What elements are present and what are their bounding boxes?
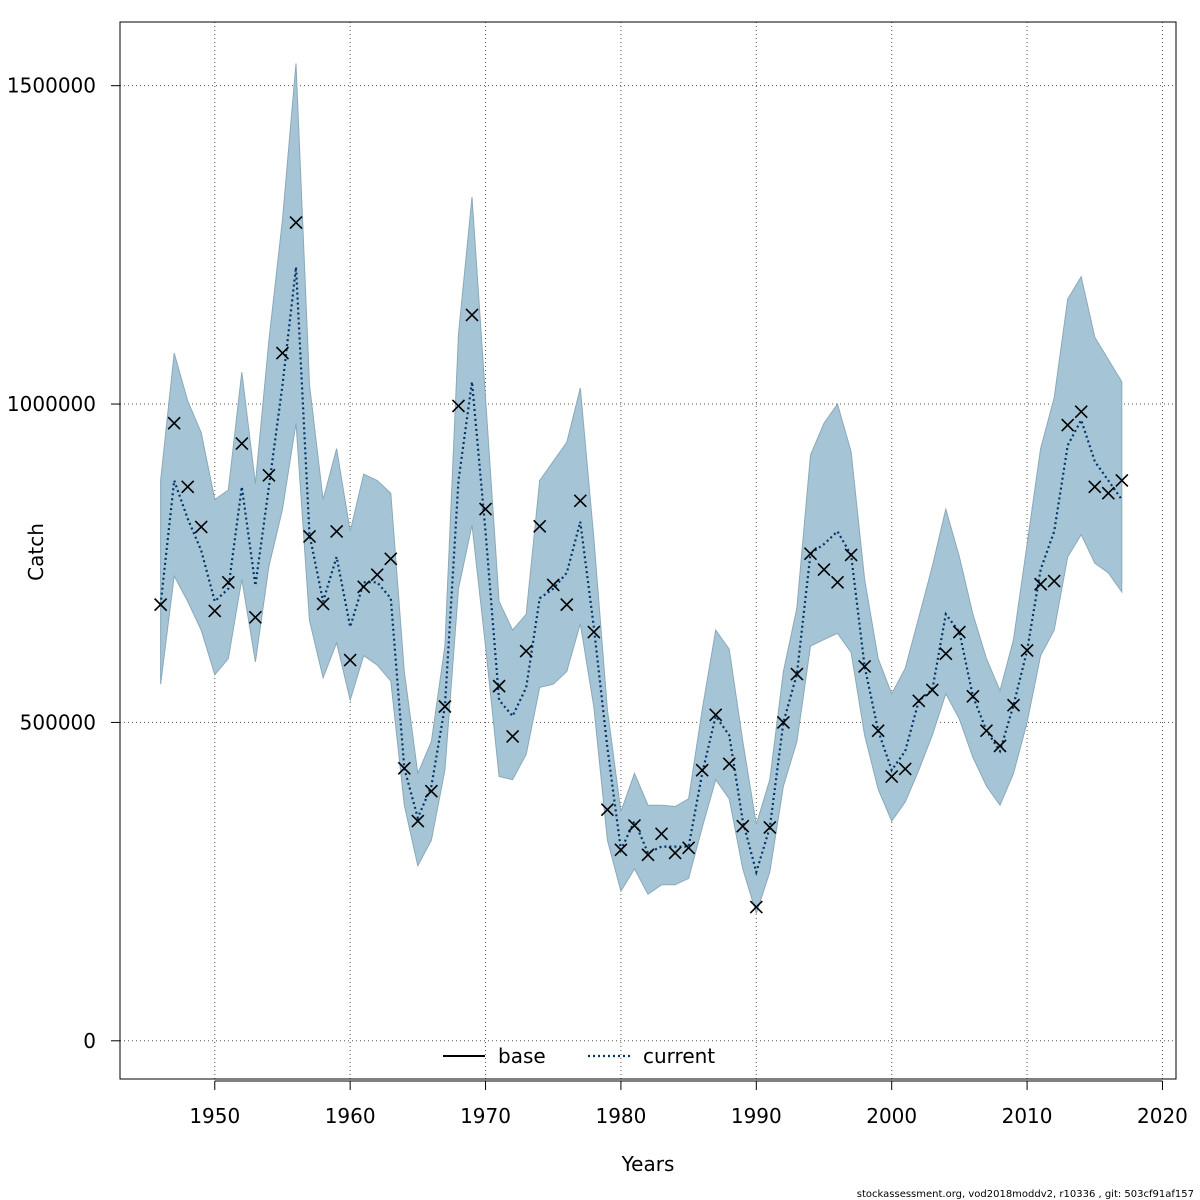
observed-point (1074, 405, 1088, 419)
observed-point (397, 761, 411, 775)
x-tick-label: 2020 (1137, 1104, 1188, 1128)
observed-point (1006, 698, 1021, 712)
observed-point (181, 480, 195, 494)
observed-point (1020, 643, 1034, 658)
observed-point (208, 604, 222, 618)
x-tick-label: 2000 (866, 1104, 917, 1128)
observed-point (763, 820, 777, 835)
observed-point (573, 494, 587, 508)
observed-point (343, 653, 357, 667)
x-tick-label: 2010 (1002, 1104, 1053, 1128)
grid-lines (120, 22, 1176, 1079)
observed-point (871, 724, 885, 738)
observed-point (167, 416, 181, 430)
observed-point (235, 436, 249, 451)
observed-point (722, 757, 736, 771)
y-tick-label: 500000 (20, 710, 96, 734)
observed-point (1061, 418, 1075, 432)
footer-credit: stockassessment.org, vod2018moddv2, r103… (857, 1189, 1194, 1200)
observed-point (830, 575, 845, 589)
observed-point (858, 659, 872, 673)
y-tick-label: 1500000 (7, 74, 96, 98)
observed-point (1115, 473, 1129, 488)
observed-point (357, 580, 371, 594)
observed-point (885, 769, 899, 784)
observed-point (654, 827, 669, 841)
observed-point (438, 699, 452, 714)
observed-point (221, 575, 235, 589)
observed-point (817, 563, 831, 577)
x-tick-label: 1970 (460, 1104, 511, 1128)
observed-point (668, 846, 682, 860)
observed-point (560, 598, 574, 612)
observed-point (587, 625, 601, 639)
y-tick-label: 0 (83, 1029, 96, 1053)
observed-point (1034, 577, 1048, 591)
observed-point (749, 900, 763, 914)
observed-point (316, 597, 330, 611)
y-tick-label: 1000000 (7, 392, 96, 416)
observed-point (600, 803, 614, 817)
observed-point (330, 524, 344, 538)
observed-point (979, 724, 994, 738)
y-axis-title: Catch (24, 523, 48, 581)
x-axis-title: Years (621, 1152, 675, 1176)
observed-point (709, 708, 723, 722)
observed-point (492, 679, 506, 693)
observed-point (1101, 486, 1115, 500)
observed-point (844, 548, 858, 562)
x-axis: 1950 1960 1970 1980 1990 2000 2010 2020 (189, 1080, 1188, 1128)
observed-point (506, 729, 520, 743)
legend: base current (443, 1044, 715, 1068)
legend-current-label: current (643, 1044, 715, 1068)
observed-point (546, 578, 560, 592)
observed-point (154, 598, 168, 612)
observed-point (302, 529, 317, 544)
observed-point (424, 784, 438, 798)
observed-point (641, 848, 655, 862)
observed-point (533, 519, 547, 533)
observed-point (275, 346, 290, 360)
observed-point (925, 683, 939, 697)
plot-frame (119, 21, 1177, 1080)
y-axis: 0 500000 1000000 1500000 (7, 74, 120, 1053)
x-tick-label: 1980 (595, 1104, 646, 1128)
observed-point (912, 694, 926, 708)
observed-point (370, 568, 384, 582)
observed-point (1088, 480, 1102, 494)
observed-point (478, 502, 493, 516)
observed-point (966, 689, 980, 703)
observed-point (776, 715, 790, 729)
x-tick-label: 1990 (731, 1104, 782, 1128)
observed-point (803, 547, 818, 561)
observed-point (519, 644, 533, 658)
observed-point (262, 468, 276, 482)
observed-point (682, 841, 696, 855)
observed-point (939, 647, 953, 661)
observed-point (993, 739, 1007, 753)
observed-point (248, 610, 262, 624)
legend-base-label: base (498, 1044, 546, 1068)
observed-point (194, 520, 208, 534)
observed-point (695, 763, 709, 777)
confidence-band (160, 63, 1123, 916)
observed-point (614, 843, 628, 857)
observed-point (1047, 574, 1061, 588)
x-tick-label: 1950 (189, 1104, 240, 1128)
observed-point (790, 667, 804, 681)
observed-point (465, 308, 479, 322)
observed-point (451, 399, 466, 413)
observed-point (289, 216, 303, 230)
observed-point (384, 552, 398, 566)
observed-point (898, 762, 912, 776)
observed-markers (154, 216, 1129, 914)
observed-point (736, 819, 750, 833)
x-tick-label: 1960 (325, 1104, 376, 1128)
observed-point (627, 819, 642, 833)
observed-point (952, 625, 966, 639)
confidence-band-area (160, 63, 1123, 916)
observed-point (411, 814, 425, 828)
